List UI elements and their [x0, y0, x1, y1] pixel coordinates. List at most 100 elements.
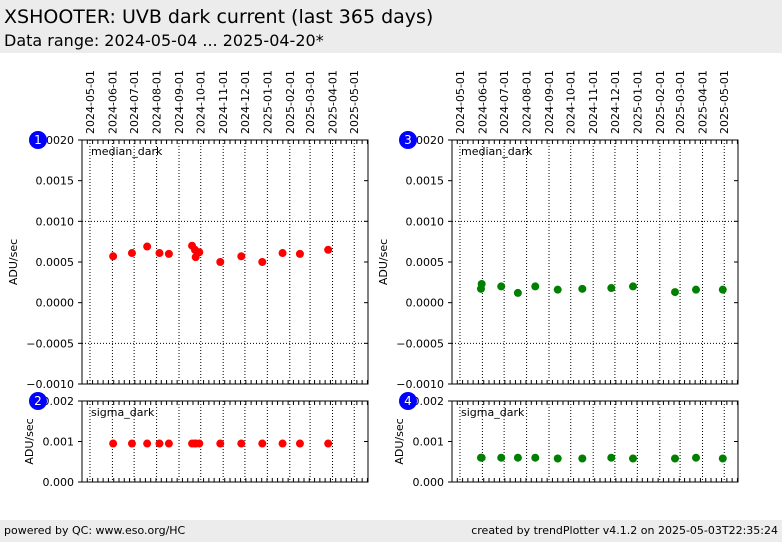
panel-1: −0.0010−0.00050.00000.00050.00100.00150.…	[7, 70, 369, 391]
data-point	[553, 454, 562, 463]
x-tick-label: 2024-12-01	[609, 70, 622, 134]
plot-frame	[81, 400, 369, 483]
data-point	[324, 439, 333, 448]
data-point	[629, 282, 638, 291]
x-tick-label: 2024-06-01	[476, 70, 489, 134]
y-tick-label: 0.0005	[406, 256, 445, 269]
page-title: XSHOOTER: UVB dark current (last 365 day…	[4, 6, 434, 28]
y-tick-label: 0.0000	[36, 297, 75, 310]
x-tick-label: 2024-08-01	[151, 70, 164, 134]
x-tick-label: 2024-05-01	[454, 70, 467, 134]
plot-frame	[81, 139, 369, 385]
x-tick-label: 2025-04-01	[697, 70, 710, 134]
panel-4: 0.000 0.001 0.002 sigma_dark ADU/sec 4	[393, 392, 739, 489]
data-point	[718, 285, 727, 294]
data-point	[237, 252, 246, 261]
panel-label: sigma_dark	[461, 406, 525, 419]
data-point	[127, 439, 136, 448]
x-tick-label: 2025-05-01	[348, 70, 361, 134]
data-point	[477, 453, 486, 462]
x-tick-label: 2024-09-01	[543, 70, 556, 134]
data-point	[295, 439, 304, 448]
data-point	[109, 252, 118, 261]
y-tick-label: 0.000	[413, 476, 445, 489]
data-point	[671, 288, 680, 297]
x-tick-label: 2024-07-01	[128, 70, 141, 134]
data-point	[258, 258, 267, 266]
data-point	[195, 248, 204, 257]
y-tick-label: −0.0010	[396, 378, 444, 391]
data-point	[143, 242, 152, 251]
data-point	[513, 453, 522, 462]
panel-badge-number: 1	[34, 133, 42, 147]
data-point	[497, 282, 506, 291]
data-point	[692, 285, 701, 294]
header-bar: XSHOOTER: UVB dark current (last 365 day…	[0, 0, 782, 53]
y-tick-label: 0.0015	[406, 175, 445, 188]
y-tick-label: 0.0010	[406, 215, 445, 228]
page-subtitle: Data range: 2024-05-04 ... 2025-04-20*	[4, 31, 324, 50]
data-point	[578, 284, 587, 293]
y-tick-label: 0.0015	[36, 175, 75, 188]
data-point	[531, 453, 540, 462]
panel-badge	[29, 392, 47, 410]
data-point	[513, 288, 522, 297]
data-point	[477, 279, 486, 288]
x-tick-label: 2025-05-01	[718, 70, 731, 134]
data-point	[718, 454, 727, 463]
data-point	[237, 439, 246, 448]
x-tick-label: 2024-06-01	[106, 70, 119, 134]
x-tick-label: 2025-02-01	[284, 70, 297, 134]
x-tick-label: 2024-09-01	[173, 70, 186, 134]
panel-badge-number: 4	[404, 394, 412, 408]
x-tick-label: 2024-11-01	[587, 70, 600, 134]
x-tick-label: 2024-07-01	[498, 70, 511, 134]
data-point	[629, 454, 638, 463]
x-tick-label: 2024-08-01	[521, 70, 534, 134]
data-point	[258, 439, 267, 448]
y-axis-label: ADU/sec	[393, 418, 406, 464]
panel-badge	[29, 131, 47, 149]
data-point	[278, 439, 287, 448]
y-tick-label: 0.0000	[406, 297, 445, 310]
data-point	[195, 439, 204, 448]
x-tick-label: 2025-01-01	[261, 70, 274, 134]
data-point	[324, 245, 333, 254]
data-point	[607, 284, 616, 293]
data-point	[497, 453, 506, 462]
panel-badge-number: 3	[404, 133, 412, 147]
y-tick-label: 0.002	[413, 395, 445, 408]
y-tick-label: 0.001	[413, 436, 445, 449]
footer-credit: powered by QC: www.eso.org/HC	[4, 524, 186, 537]
data-point	[278, 249, 287, 258]
y-tick-label: 0.001	[43, 436, 75, 449]
footer-bar: powered by QC: www.eso.org/HC created by…	[0, 520, 782, 542]
plot-frame	[451, 139, 739, 385]
y-tick-label: 0.0010	[36, 215, 75, 228]
footer-created: created by trendPlotter v4.1.2 on 2025-0…	[471, 524, 778, 537]
data-point	[216, 439, 225, 448]
y-axis-label: ADU/sec	[23, 418, 36, 464]
panel-badge	[399, 131, 417, 149]
x-tick-label: 2025-03-01	[304, 70, 317, 134]
data-point	[607, 453, 616, 462]
panel-badge-number: 2	[34, 394, 42, 408]
y-tick-label: −0.0005	[26, 337, 74, 350]
panel-label: sigma_dark	[91, 406, 155, 419]
x-tick-label: 2024-05-01	[84, 70, 97, 134]
x-tick-label: 2025-03-01	[674, 70, 687, 134]
panel-label: median_dark	[91, 145, 163, 158]
x-tick-label: 2025-02-01	[654, 70, 667, 134]
data-point	[692, 453, 701, 462]
x-tick-label: 2025-04-01	[327, 70, 340, 134]
data-point	[164, 249, 173, 258]
data-point	[155, 439, 164, 448]
x-tick-label: 2024-12-01	[239, 70, 252, 134]
data-point	[155, 249, 164, 258]
data-point	[553, 285, 562, 294]
x-tick-label: 2024-10-01	[565, 70, 578, 134]
data-point	[143, 439, 152, 448]
x-tick-label: 2024-11-01	[217, 70, 230, 134]
y-tick-label: −0.0010	[26, 378, 74, 391]
